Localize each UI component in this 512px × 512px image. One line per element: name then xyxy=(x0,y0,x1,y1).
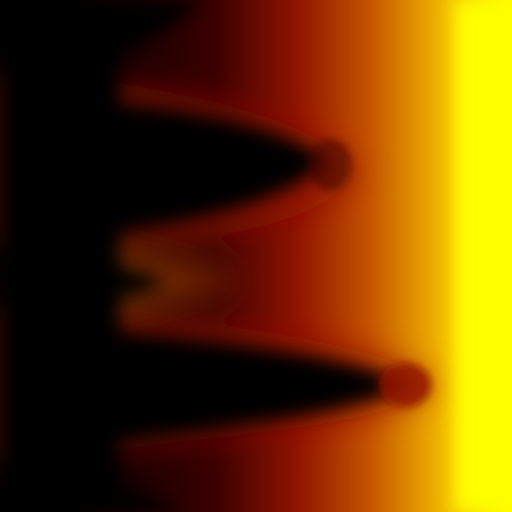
top-dark-lobe xyxy=(0,0,200,70)
bottom-dark-lobe xyxy=(0,470,180,512)
middle-dark-lobe xyxy=(0,255,165,312)
upper-dark-lobe xyxy=(0,95,325,250)
lower-dark-lobe xyxy=(0,320,405,460)
lower-lobe-tip xyxy=(379,363,431,407)
dark-lobes xyxy=(0,0,405,512)
yellow-edge xyxy=(455,0,512,512)
lobe-tips xyxy=(308,139,431,407)
right-hot-band xyxy=(455,0,512,512)
upper-lobe-tip xyxy=(308,139,352,191)
